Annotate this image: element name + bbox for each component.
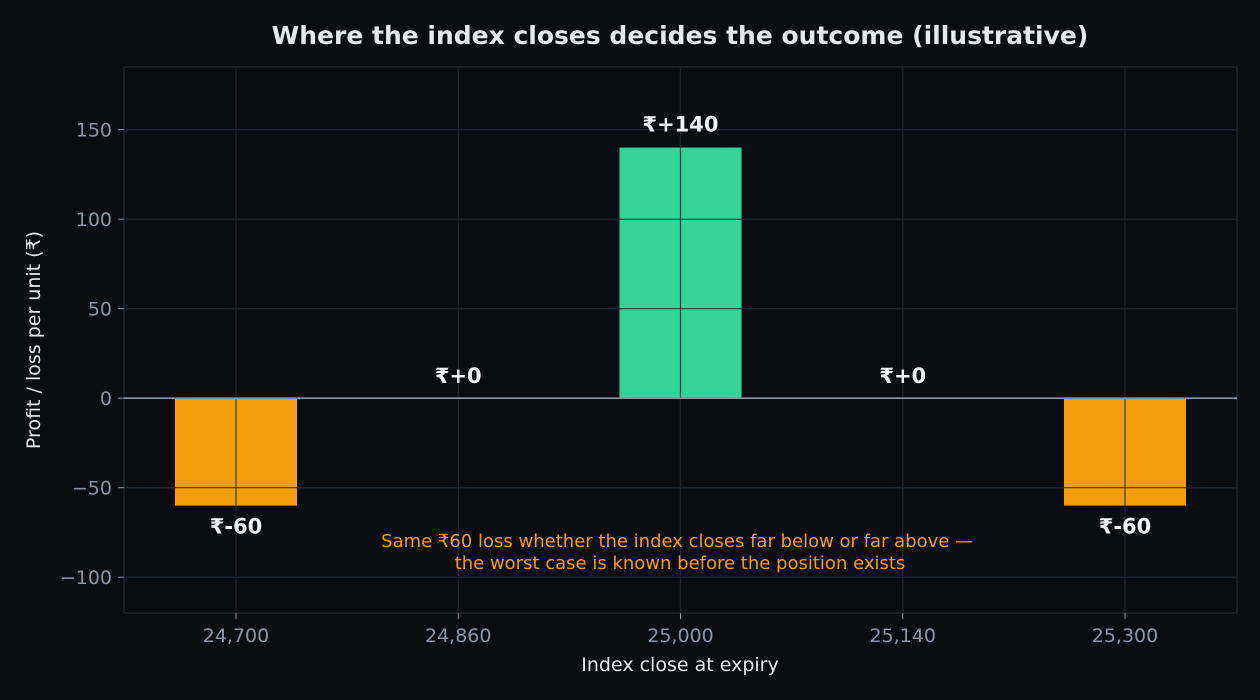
- x-axis-label: Index close at expiry: [581, 654, 778, 676]
- y-tick-label: 50: [88, 299, 112, 321]
- x-tick-label: 24,700: [203, 625, 269, 647]
- x-tick-label: 25,000: [647, 625, 713, 647]
- annotation-line-1: Same ₹60 loss whether the index closes f…: [381, 531, 973, 552]
- axis-ticks: 150 100 50 0 −50 −100 24,700 24,860 25,000 25,140…: [60, 120, 1158, 647]
- y-tick-label: 0: [100, 388, 112, 410]
- y-tick-label: 150: [76, 120, 112, 142]
- bar-value-label: ₹+0: [879, 364, 926, 388]
- x-tick-label: 25,300: [1092, 625, 1158, 647]
- data-labels: ₹-60 ₹+0 ₹+140 ₹+0 ₹-60: [210, 113, 1152, 539]
- bar-value-label: ₹+0: [435, 364, 482, 388]
- chart-title: Where the index closes decides the outco…: [272, 21, 1089, 50]
- y-tick-label: −100: [60, 567, 112, 589]
- x-tick-label: 25,140: [870, 625, 936, 647]
- annotation-line-2: the worst case is known before the posit…: [455, 553, 906, 574]
- bar-value-label: ₹+140: [642, 113, 718, 137]
- grid-overlay: [124, 67, 1237, 613]
- y-axis-label: Profit / loss per unit (₹): [23, 231, 45, 449]
- y-tick-label: −50: [72, 478, 112, 500]
- y-tick-label: 100: [76, 209, 112, 231]
- bar-value-label: ₹-60: [1099, 515, 1152, 539]
- bar-value-label: ₹-60: [210, 515, 263, 539]
- x-tick-label: 24,860: [425, 625, 491, 647]
- annotation-note: Same ₹60 loss whether the index closes f…: [381, 531, 979, 574]
